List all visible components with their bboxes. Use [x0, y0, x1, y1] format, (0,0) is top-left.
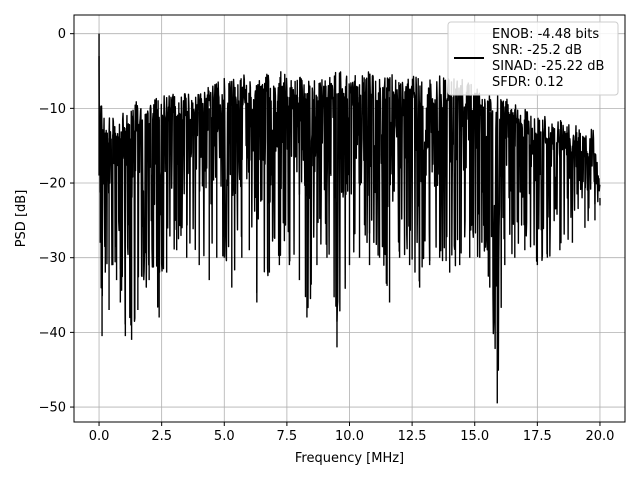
legend-entry: SNR: -25.2 dB [492, 43, 582, 58]
legend-entry: SFDR: 0.12 [492, 75, 564, 90]
x-axis-label: Frequency [MHz] [295, 451, 404, 466]
x-tick-label: 7.5 [277, 429, 298, 444]
y-tick-label: 0 [58, 27, 66, 42]
psd-trace [98, 33, 601, 371]
y-tick-label: −40 [39, 326, 66, 341]
x-tick-label: 12.5 [398, 429, 427, 444]
x-axis-ticks: 0.0 2.5 5.0 7.5 10.0 12.5 15.0 17.5 20.0 [89, 422, 614, 444]
y-axis-label: PSD [dB] [14, 190, 29, 248]
legend-box [447, 21, 619, 96]
x-tick-label: 20.0 [585, 429, 614, 444]
x-tick-label: 0.0 [89, 429, 110, 444]
legend-entry: SINAD: -25.22 dB [492, 59, 604, 74]
y-tick-label: −20 [39, 177, 66, 192]
y-axis-ticks: 0 −10 −20 −30 −40 −50 [39, 27, 74, 416]
x-tick-label: 15.0 [460, 429, 489, 444]
x-tick-label: 5.0 [214, 429, 235, 444]
y-tick-label: −30 [39, 251, 66, 266]
x-tick-label: 10.0 [335, 429, 364, 444]
psd-series [98, 33, 601, 404]
y-tick-label: −10 [39, 102, 66, 117]
x-tick-label: 2.5 [151, 429, 172, 444]
legend-entry: ENOB: -4.48 bits [492, 27, 599, 42]
x-tick-label: 17.5 [523, 429, 552, 444]
y-tick-label: −50 [39, 401, 66, 416]
